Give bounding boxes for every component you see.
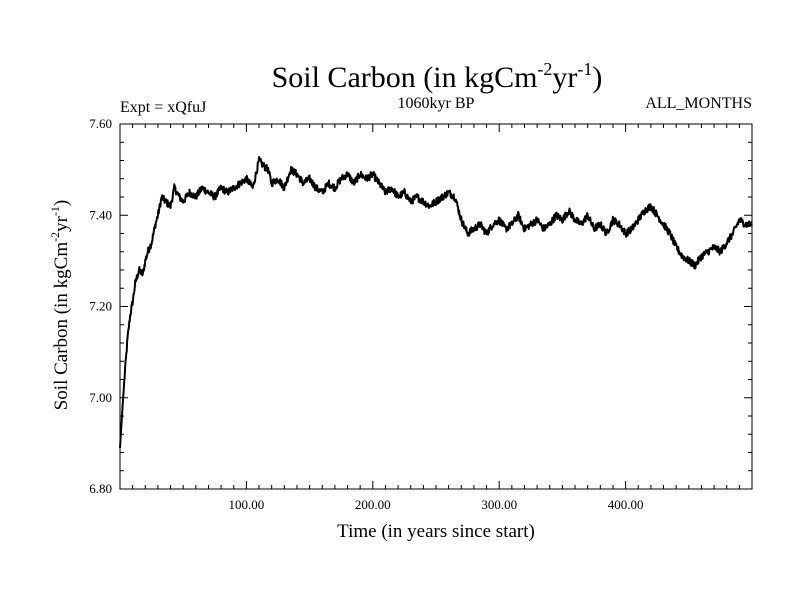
x-tick-label: 400.00 (608, 497, 644, 512)
x-tick-label: 300.00 (481, 497, 517, 512)
chart-title-main: Soil Carbon (in kgCm (272, 61, 538, 94)
series-line-soil-carbon (119, 156, 753, 449)
period-label: 1060kyr BP (398, 95, 475, 112)
x-tick-label: 200.00 (355, 497, 391, 512)
x-axis-label: Time (in years since start) (337, 521, 535, 542)
months-label: ALL_MONTHS (645, 95, 752, 112)
x-tick-label: 100.00 (229, 497, 265, 512)
y-tick-label: 6.80 (89, 481, 112, 496)
y-tick-label: 7.00 (89, 390, 112, 405)
y-axis-label-main: Soil Carbon (in kgCm (51, 242, 72, 411)
y-axis-label-sup1: -2 (48, 232, 62, 242)
y-tick-labels: 6.80 7.00 7.20 7.40 7.60 (89, 116, 112, 496)
chart-title-end: ) (592, 61, 602, 94)
y-tick-label: 7.40 (89, 207, 112, 222)
y-tick-label: 7.60 (89, 116, 112, 131)
y-tick-label: 7.20 (89, 299, 112, 314)
y-axis-label-mid: yr (51, 215, 72, 232)
expt-label: Expt = xQfuJ (120, 99, 206, 116)
chart-title-sup1: -2 (537, 59, 552, 79)
y-axis-label: Soil Carbon (in kgCm-2yr-1) (48, 200, 72, 411)
y-axis-label-sup2: -1 (48, 206, 62, 216)
chart-title-sup2: -1 (577, 59, 592, 79)
plot-frame (119, 123, 753, 490)
x-tick-labels: 100.00 200.00 300.00 400.00 (229, 497, 644, 512)
chart-title-mid: yr (552, 61, 577, 94)
y-axis-label-end: ) (51, 200, 72, 206)
axis-ticks (120, 124, 752, 489)
chart-title: Soil Carbon (in kgCm-2yr-1) (272, 59, 603, 94)
